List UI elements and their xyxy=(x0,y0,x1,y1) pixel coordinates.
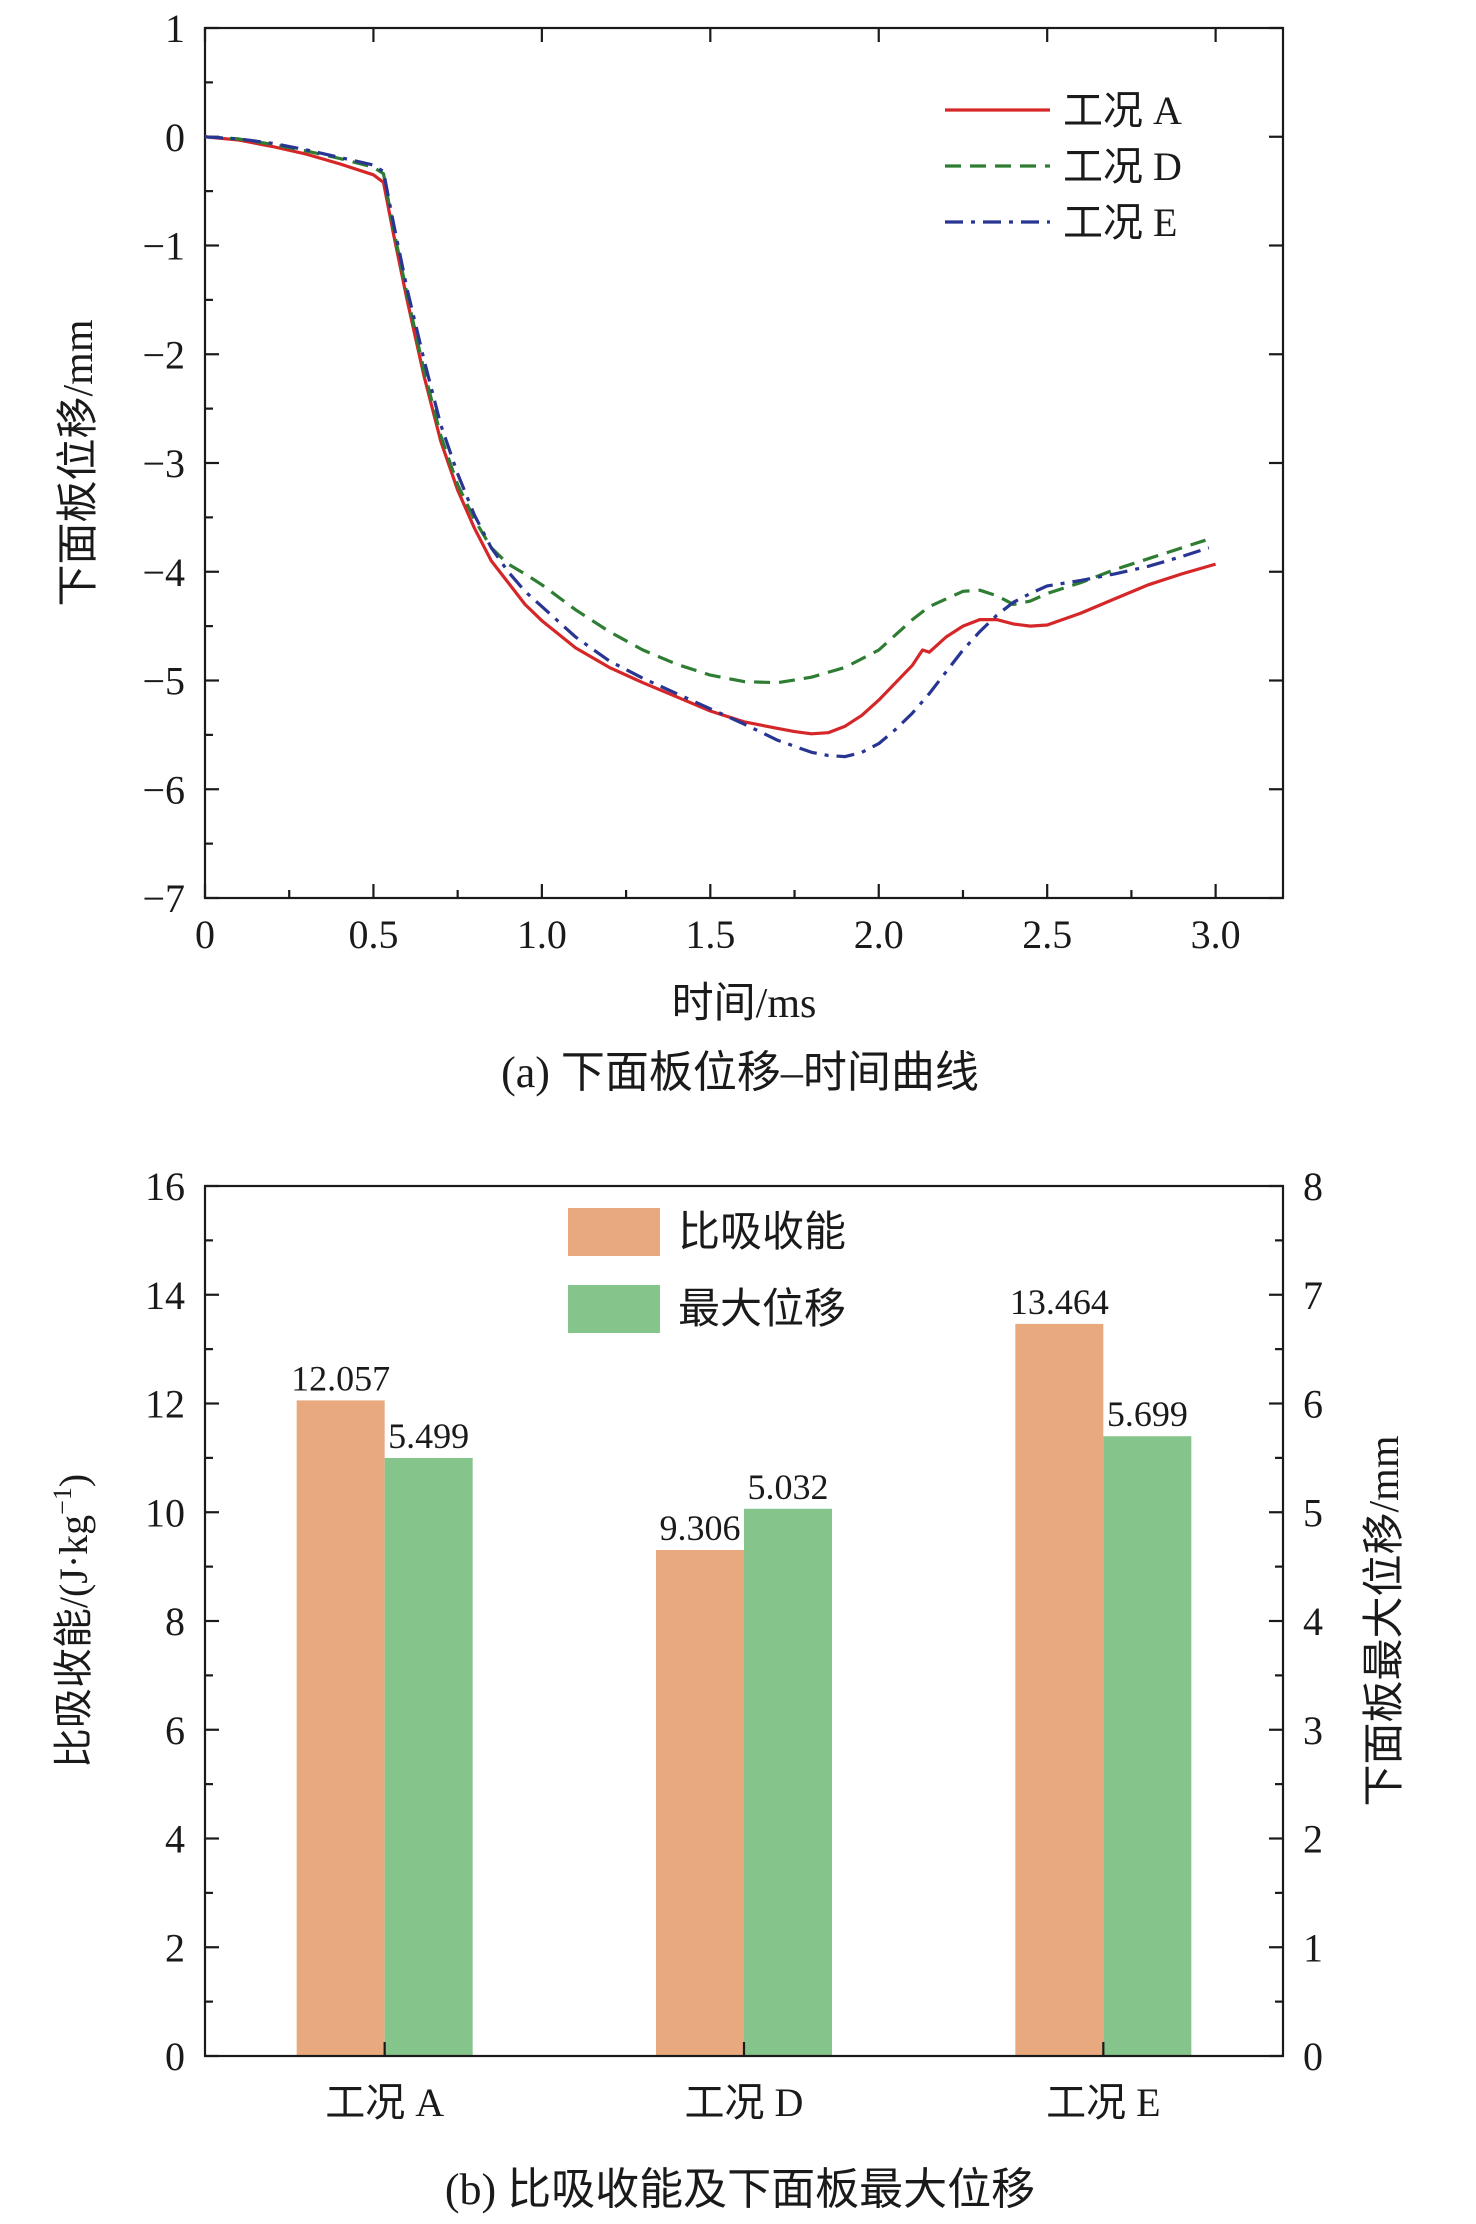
bar-value-label: 9.306 xyxy=(660,1508,741,1548)
line-chart: 0 0.5 1.0 1.5 2.0 2.5 3.0 1 0 −1 −2 −3 −4 −5 −6 −7 时间/m… xyxy=(55,6,1285,1097)
y-tick-label: −6 xyxy=(142,767,185,812)
y-axis-label: 下面板位移/mm xyxy=(55,319,102,606)
legend-swatch xyxy=(568,1285,660,1333)
x-tick-label: 1.5 xyxy=(685,912,735,957)
y2-tick-label: 2 xyxy=(1303,1817,1323,1862)
x-tick-label: 3.0 xyxy=(1191,912,1241,957)
x-tick-label: 0.5 xyxy=(348,912,398,957)
y2-axis-label: 下面板最大位移/mm xyxy=(1361,1435,1408,1806)
y-tick-label: 6 xyxy=(165,1708,185,1753)
y-tick-label: −5 xyxy=(142,659,185,704)
y-tick-label: 0 xyxy=(165,2034,185,2079)
x-tick-label: 2.0 xyxy=(854,912,904,957)
ticks: 0 0.5 1.0 1.5 2.0 2.5 3.0 1 0 −1 −2 −3 −4 −5 −6 −7 xyxy=(142,6,1283,957)
y-tick-label: 12 xyxy=(145,1382,185,1427)
bar xyxy=(1015,1323,1104,2056)
bar xyxy=(656,1549,744,2056)
x-tick-label: 工况 A xyxy=(325,2080,444,2125)
y-tick-label: −2 xyxy=(142,332,185,377)
y-tick-label: 1 xyxy=(165,6,185,51)
series-line xyxy=(204,135,1210,759)
y2-tick-label: 0 xyxy=(1303,2034,1323,2079)
x-tick-label: 工况 E xyxy=(1046,2080,1160,2125)
series-line xyxy=(204,135,1206,685)
legend-label: 比吸收能 xyxy=(678,1210,846,1256)
y-axis-label-main: 比吸收能/(J·kg xyxy=(51,1515,96,1768)
bar xyxy=(384,1457,473,2056)
bar xyxy=(296,1400,385,2056)
y2-tick-label: 3 xyxy=(1303,1708,1323,1753)
x-tick-label: 1.0 xyxy=(517,912,567,957)
legend-label: 工况 A xyxy=(1063,88,1182,133)
legend-label: 工况 E xyxy=(1063,200,1177,245)
y-tick-label: 2 xyxy=(165,1925,185,1970)
y2-tick-label: 1 xyxy=(1303,1925,1323,1970)
legend-label: 最大位移 xyxy=(678,1286,846,1333)
y-tick-label: 14 xyxy=(145,1273,185,1318)
y2-tick-label: 4 xyxy=(1303,1599,1323,1644)
y2-tick-label: 5 xyxy=(1303,1490,1323,1535)
bar-value-label: 5.499 xyxy=(388,1416,469,1456)
bar-value-label: 13.464 xyxy=(1010,1282,1109,1322)
x-axis-label: 时间/ms xyxy=(672,981,817,1027)
bar xyxy=(1103,1436,1192,2056)
legend-label: 工况 D xyxy=(1063,144,1182,189)
y-axis-label-sup: −1 xyxy=(48,1487,77,1515)
y2-tick-label: 7 xyxy=(1303,1273,1323,1318)
series-lines xyxy=(204,135,1217,759)
y-tick-label: −7 xyxy=(142,876,185,921)
legend-swatch xyxy=(568,1208,660,1256)
y-tick-label: −4 xyxy=(142,550,185,595)
bar-value-label: 5.699 xyxy=(1107,1394,1188,1434)
bar xyxy=(744,1508,832,2056)
y-tick-label: 8 xyxy=(165,1599,185,1644)
y2-tick-label: 8 xyxy=(1303,1164,1323,1209)
y-tick-label: 16 xyxy=(145,1164,185,1209)
x-tick-label: 2.5 xyxy=(1022,912,1072,957)
y-axis-label-close: ) xyxy=(51,1474,96,1487)
y-axis-label: 比吸收能/(J·kg−1) xyxy=(48,1474,96,1768)
bar-value-label: 5.032 xyxy=(748,1467,829,1507)
legend: 工况 A 工况 D 工况 E xyxy=(945,88,1182,245)
x-tick-label: 0 xyxy=(195,912,215,957)
y-tick-label: −3 xyxy=(142,441,185,486)
chart-caption-b: (b) 比吸收能及下面板最大位移 xyxy=(445,2165,1035,2214)
x-tick-label: 工况 D xyxy=(685,2080,804,2125)
bar-value-label: 12.057 xyxy=(291,1358,390,1398)
y-tick-label: 0 xyxy=(165,115,185,160)
y-tick-label: −1 xyxy=(142,224,185,269)
y-tick-label: 4 xyxy=(165,1817,185,1862)
y-tick-label: 10 xyxy=(145,1490,185,1535)
y2-tick-label: 6 xyxy=(1303,1382,1323,1427)
chart-caption-a: (a) 下面板位移–时间曲线 xyxy=(501,1048,979,1097)
